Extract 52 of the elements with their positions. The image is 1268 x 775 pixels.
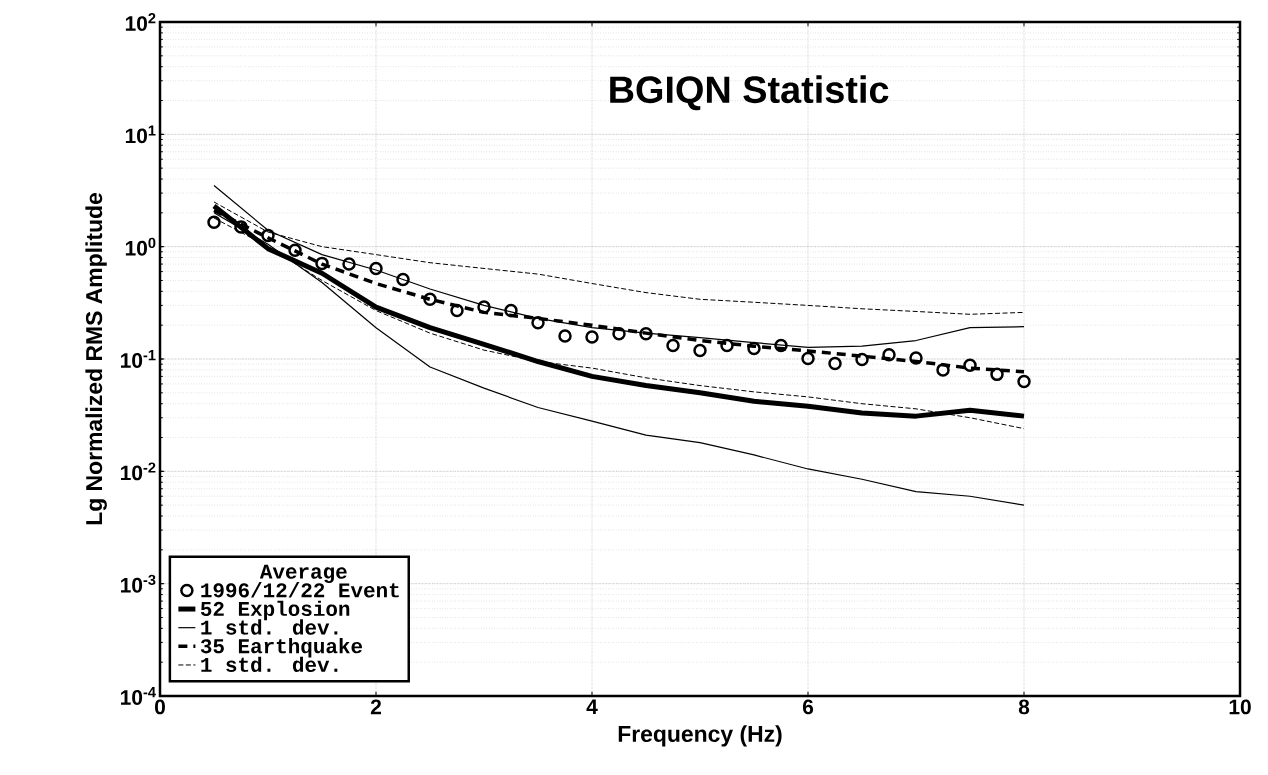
point	[396, 272, 410, 287]
y-tick-label: 10$^{-2}$	[121, 462, 156, 481]
point	[720, 338, 734, 353]
x-tick-label: 8	[1018, 699, 1030, 715]
point	[234, 220, 248, 234]
point	[288, 243, 302, 257]
point	[936, 363, 950, 377]
point	[801, 351, 815, 366]
legend-label: 52 Explosion	[200, 600, 350, 621]
point	[531, 316, 545, 330]
point	[747, 341, 761, 356]
point	[774, 338, 788, 353]
point	[342, 257, 356, 271]
y-tick-label: 10$^{-1}$	[121, 350, 156, 368]
point	[423, 292, 437, 307]
point	[828, 356, 842, 371]
legend-label: 35 Earthquake	[200, 637, 363, 658]
x-axis-title: Frequency (Hz)	[618, 725, 782, 747]
y-tick-label: 10$^{0}$	[125, 237, 156, 256]
legend-label: 1 std. dev.	[201, 656, 338, 672]
point	[558, 329, 572, 343]
point	[612, 326, 626, 341]
y-tick-label: 10$^{-3}$	[121, 574, 156, 593]
x-tick-label: 0	[155, 699, 165, 715]
point	[450, 303, 464, 318]
point	[990, 367, 1004, 382]
y-tick-label: 10$^{-4}$	[121, 687, 156, 705]
point	[261, 228, 275, 243]
point	[855, 352, 869, 367]
point	[693, 343, 707, 358]
point	[963, 358, 977, 372]
text: BGIQN Statistic	[610, 75, 889, 111]
point	[504, 303, 518, 318]
x-tick-label: 4	[586, 699, 598, 714]
y-tick-label: 10$^{1}$	[125, 125, 156, 144]
point	[477, 300, 491, 314]
point	[315, 256, 329, 271]
point	[207, 215, 221, 229]
y-axis-title: Lg Normalized RMS Amplitude	[85, 193, 107, 525]
legend-label: 1996/12/22 Event	[201, 582, 399, 598]
legend-label: 1 std. dev.	[201, 619, 338, 635]
point	[1017, 374, 1031, 389]
x-tick-label: 6	[802, 699, 814, 715]
point	[639, 326, 653, 341]
point	[909, 351, 923, 365]
x-tick-label: 10	[1229, 699, 1251, 715]
point	[882, 348, 896, 362]
x-tick-label: 2	[370, 699, 381, 715]
point	[585, 330, 599, 344]
point	[369, 261, 383, 276]
y-tick-label: 10$^{2}$	[125, 13, 156, 31]
point	[666, 338, 680, 353]
